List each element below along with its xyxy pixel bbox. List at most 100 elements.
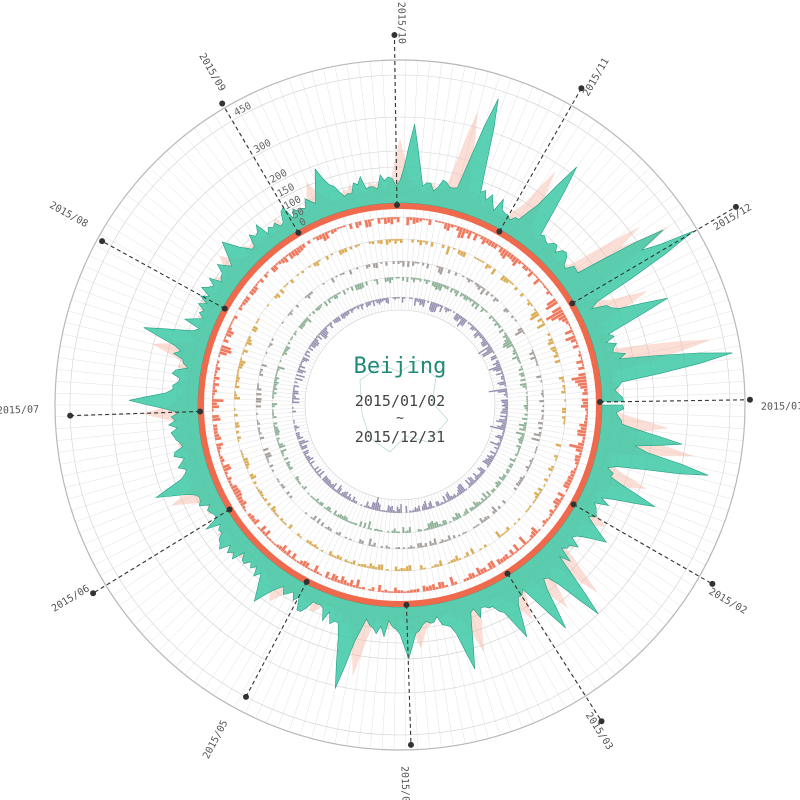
band-bar bbox=[419, 529, 422, 532]
band-bar bbox=[487, 562, 494, 570]
band-bar bbox=[412, 277, 416, 283]
band-bar bbox=[335, 513, 338, 517]
band-bar bbox=[508, 280, 512, 284]
band-bar bbox=[397, 546, 400, 549]
band-bar bbox=[496, 449, 499, 452]
band-bar bbox=[490, 354, 497, 359]
band-bar bbox=[283, 349, 288, 353]
band-bar bbox=[332, 319, 337, 324]
band-bar bbox=[394, 239, 397, 244]
band-bar bbox=[468, 573, 473, 580]
band-bar bbox=[273, 381, 279, 384]
band-bar bbox=[238, 365, 243, 369]
band-bar bbox=[529, 534, 535, 539]
month-leader-dot bbox=[99, 238, 106, 245]
band-bar bbox=[356, 305, 360, 310]
band-bar bbox=[431, 542, 435, 546]
band-bar bbox=[342, 579, 347, 585]
band-bar bbox=[492, 297, 498, 302]
band-bar bbox=[533, 308, 537, 312]
band-bar bbox=[212, 389, 218, 393]
band-bar bbox=[478, 501, 482, 505]
band-bar bbox=[292, 394, 295, 396]
band-bar bbox=[345, 495, 348, 499]
band-bar bbox=[501, 373, 504, 376]
band-bar bbox=[482, 567, 488, 573]
band-bar bbox=[428, 585, 433, 591]
center-block: Beijing 2015/01/02 ~ 2015/12/31 bbox=[354, 354, 449, 453]
band-bar bbox=[488, 315, 493, 320]
band-bar bbox=[348, 269, 353, 275]
band-bar bbox=[438, 560, 443, 567]
band-bar bbox=[422, 240, 426, 243]
band-bar bbox=[257, 280, 261, 284]
band-bar bbox=[212, 395, 214, 399]
band-bar bbox=[431, 281, 435, 287]
band-bar bbox=[572, 344, 579, 349]
band-bar bbox=[472, 231, 476, 235]
band-bar bbox=[317, 333, 321, 336]
band-bar bbox=[495, 484, 499, 488]
band-bar bbox=[380, 545, 383, 548]
band-bar bbox=[335, 484, 343, 493]
band-bar bbox=[267, 460, 270, 463]
band-bar bbox=[390, 505, 394, 513]
band-bar bbox=[343, 312, 347, 317]
band-bar bbox=[577, 432, 586, 437]
band-bar bbox=[416, 298, 419, 302]
band-bar bbox=[327, 481, 332, 486]
so2-band bbox=[271, 276, 529, 534]
band-bar bbox=[427, 506, 430, 510]
band-bar bbox=[299, 440, 309, 446]
band-bar bbox=[475, 524, 478, 528]
band-bar bbox=[563, 387, 566, 391]
band-bar bbox=[580, 426, 587, 431]
band-bar bbox=[261, 530, 266, 535]
month-leader-line bbox=[571, 206, 737, 304]
band-bar bbox=[481, 340, 488, 346]
band-bar bbox=[502, 531, 506, 535]
band-bar bbox=[272, 389, 275, 392]
band-bar bbox=[370, 218, 374, 221]
band-bar bbox=[519, 476, 524, 481]
band-bar bbox=[335, 531, 339, 535]
band-bar bbox=[244, 343, 248, 347]
band-bar bbox=[495, 530, 502, 539]
band-bar bbox=[411, 239, 414, 243]
band-bar bbox=[527, 270, 534, 278]
band-bar bbox=[409, 217, 413, 221]
band-bar bbox=[469, 481, 474, 486]
band-bar bbox=[537, 317, 543, 323]
band-bar bbox=[307, 492, 310, 495]
band-bar bbox=[290, 309, 294, 313]
band-bar bbox=[395, 531, 398, 533]
band-bar bbox=[480, 501, 484, 504]
band-bar bbox=[243, 508, 247, 512]
band-bar bbox=[234, 391, 237, 394]
band-bar bbox=[270, 266, 277, 273]
band-bar bbox=[489, 441, 501, 447]
band-bar bbox=[506, 468, 511, 472]
month-leader-line bbox=[101, 240, 226, 310]
band-bar bbox=[275, 372, 278, 375]
band-bar bbox=[321, 329, 328, 336]
band-bar bbox=[395, 547, 398, 549]
band-bar bbox=[543, 483, 546, 487]
band-bar bbox=[230, 320, 234, 325]
band-bar bbox=[499, 418, 507, 422]
band-bar bbox=[279, 359, 282, 363]
band-bar bbox=[310, 464, 313, 467]
band-bar bbox=[374, 496, 379, 511]
band-bar bbox=[292, 407, 294, 409]
month-leader-dot bbox=[226, 506, 233, 513]
band-bar bbox=[383, 510, 386, 512]
band-bar bbox=[272, 403, 278, 405]
band-bar bbox=[236, 371, 240, 374]
band-bar bbox=[463, 555, 467, 558]
band-bar bbox=[301, 358, 308, 363]
band-bar bbox=[417, 528, 420, 532]
band-bar bbox=[552, 348, 558, 353]
band-bar bbox=[342, 272, 345, 275]
band-bar bbox=[545, 300, 559, 311]
band-bar bbox=[497, 434, 504, 438]
